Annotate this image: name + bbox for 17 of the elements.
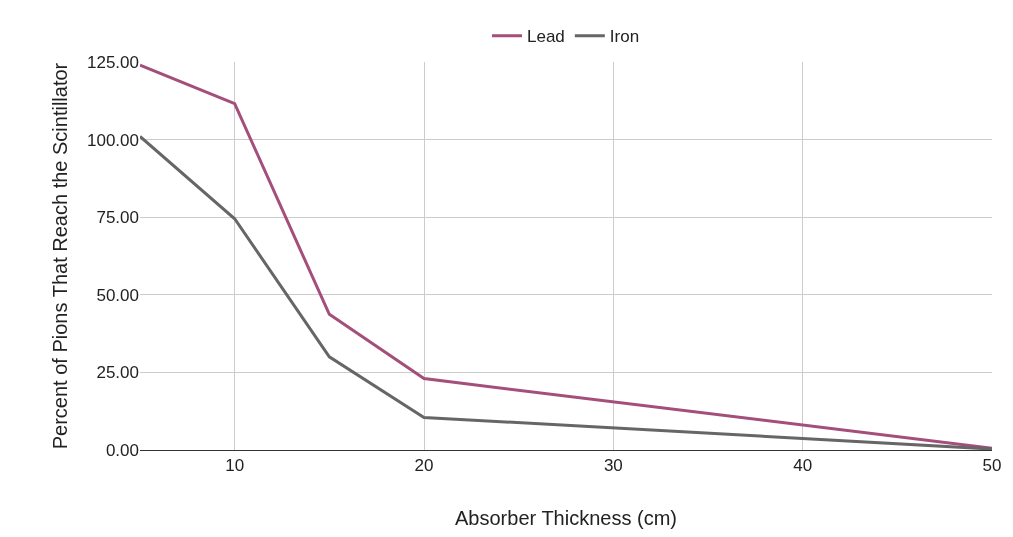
x-tick-label: 40 <box>793 456 813 476</box>
y-tick-label: 125.00 <box>87 52 139 72</box>
x-tick-label: 30 <box>603 456 623 476</box>
line-series <box>140 63 992 450</box>
x-axis-title: Absorber Thickness (cm) <box>455 506 677 529</box>
y-tick-label: 50.00 <box>96 285 139 305</box>
y-tick-label: 0.00 <box>105 440 139 460</box>
y-tick-label: 25.00 <box>96 363 139 383</box>
y-tick-label: 100.00 <box>87 130 139 150</box>
y-tick-label: 75.00 <box>96 208 139 228</box>
legend-label: Lead <box>527 27 565 47</box>
y-axis-title: Percent of Pions That Reach the Scintillator <box>48 62 71 450</box>
legend-label: Iron <box>609 27 640 47</box>
line-series <box>140 135 992 450</box>
x-tick-label: 20 <box>414 456 434 476</box>
x-tick-label: 50 <box>982 456 1002 476</box>
x-tick-label: 10 <box>225 456 245 476</box>
